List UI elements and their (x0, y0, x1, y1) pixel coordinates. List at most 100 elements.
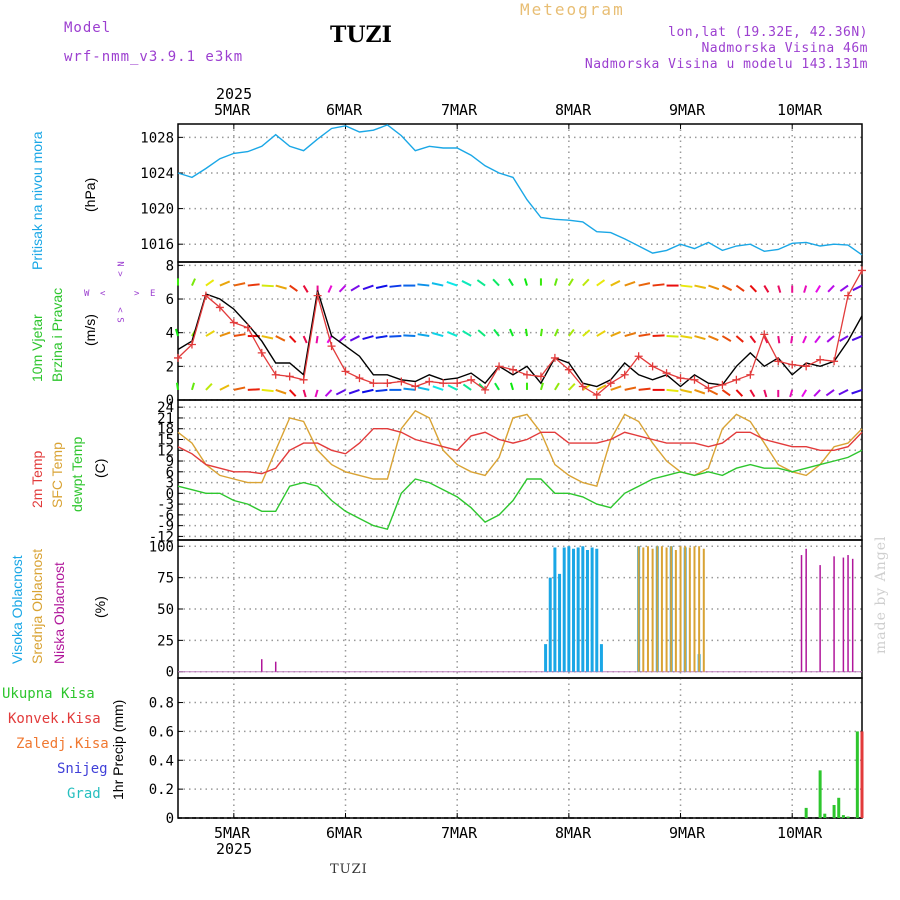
precip-freezing-label: Zaledj.Kisa (16, 736, 109, 752)
wind-speed-marker (425, 377, 434, 386)
wind-speed-marker (439, 379, 448, 388)
top-date-label: 5MAR (214, 101, 251, 119)
wind-arrow (314, 389, 319, 398)
sfc-temp-line (177, 409, 863, 488)
wind-arrow (462, 330, 472, 337)
wind-arrow (694, 284, 706, 290)
wind-arrow (247, 388, 260, 391)
wind-arrow (205, 330, 215, 337)
wind-speed-marker (606, 379, 615, 388)
pressure-line (177, 124, 863, 256)
wind-arrow (315, 335, 319, 344)
wind-arrow (417, 283, 430, 287)
model-elevation-label: Nadmorska Visina u modelu 143.131m (584, 57, 868, 72)
wind-arrow (694, 388, 706, 395)
wind-arrow (838, 389, 849, 396)
wind-speed-marker (467, 375, 476, 384)
wind-arrow (431, 282, 444, 287)
precip-conv-label: Konvek.Kisa (8, 711, 101, 727)
wind-speed-marker (704, 384, 713, 393)
y-tick-label: 0 (166, 486, 174, 502)
wind-speed-marker (369, 379, 378, 388)
top-year-label: 2025 (216, 85, 253, 103)
wind-arrow (610, 330, 621, 337)
precip-total-label: Ukupna Kisa (2, 686, 95, 702)
wind-arrow (302, 285, 309, 293)
wind-arrow (477, 329, 486, 337)
wind-arrow (638, 282, 651, 287)
wind-arrow (335, 389, 346, 396)
wind-arrow (666, 335, 679, 338)
y-tick-label: 0.2 (149, 782, 174, 798)
wind-arrow (680, 388, 693, 394)
wind-arrow (389, 335, 402, 338)
wind-arrow (375, 388, 388, 393)
wind-arrow (801, 389, 808, 398)
wind-speed-marker (355, 374, 364, 383)
wind-arrow (568, 328, 575, 337)
bottom-date-label: 8MAR (555, 824, 592, 842)
wind-arrow (777, 335, 781, 344)
wind-speed-marker (495, 362, 504, 371)
wind-arrow (275, 388, 287, 395)
wind-arrow (638, 333, 651, 338)
wind-arrow (749, 335, 757, 344)
wind-arrow (789, 389, 794, 398)
model-name: wrf-nmm_v3.9.1 e3km (64, 49, 244, 65)
wind-speed-marker (760, 330, 769, 339)
wind-arrow (492, 278, 500, 287)
panel-frame (177, 677, 863, 819)
wind-arrow (350, 284, 360, 292)
wind-arrow (403, 334, 416, 338)
wind-arrow (327, 285, 333, 293)
y-tick-label: 21 (157, 411, 174, 427)
wind-speed-marker (187, 340, 196, 349)
y-tick-label: 4 (166, 326, 174, 342)
y-tick-label: 12 (157, 443, 174, 459)
y-tick-label: 0 (166, 665, 174, 681)
wind-arrow (721, 389, 731, 397)
wind-arrow (289, 284, 298, 292)
wind-arrow (219, 280, 231, 287)
wind-arrow (446, 330, 458, 337)
precip-total-bar (823, 813, 827, 818)
y-tick-label: 9 (166, 454, 174, 470)
wind-arrow (596, 384, 607, 391)
wind-speed-marker (341, 367, 350, 376)
wind-arrow (338, 284, 347, 293)
wind-arrow (349, 335, 360, 342)
wind-arrow (324, 389, 333, 397)
footer-station: TUZI (330, 862, 368, 877)
wind-arrow (362, 335, 374, 341)
wind-arrow (417, 386, 430, 391)
wind-speed-marker (676, 374, 685, 383)
wind-arrow (554, 382, 560, 391)
wind-arrow (362, 284, 374, 291)
wind-arrow (539, 328, 543, 337)
precip-total-bar (804, 807, 808, 818)
precip-grad-label: Grad (67, 786, 101, 802)
wind-arrow (553, 278, 558, 286)
wind-arrow (652, 283, 665, 287)
wind-arrow (813, 389, 821, 397)
wind-arrow (839, 284, 849, 292)
wind-speed-marker (648, 362, 657, 371)
wind-speed-marker (732, 375, 741, 384)
precip-total-bar (855, 731, 859, 818)
wind-arrow (247, 283, 260, 287)
wind-arrow (680, 335, 693, 339)
y-tick-label: 1028 (140, 130, 174, 146)
y-tick-label: -6 (157, 508, 174, 524)
y-tick-label: 0.8 (149, 696, 174, 712)
model-label: Model (64, 20, 112, 36)
wind-arrow (432, 332, 444, 338)
wind-arrow (219, 384, 230, 391)
y-tick-label: 1020 (140, 202, 174, 218)
wind-speed-marker (174, 353, 182, 362)
wind-arrow (735, 335, 744, 343)
wind-speed-marker (690, 375, 699, 384)
wind-arrow (348, 388, 360, 395)
wind-arrow (735, 284, 745, 292)
